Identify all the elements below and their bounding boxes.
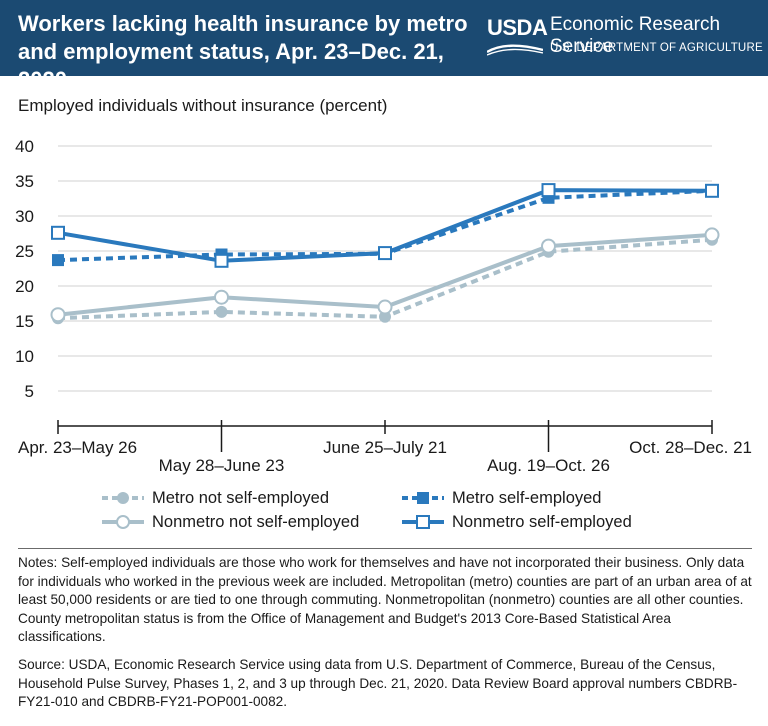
legend-label-nonmetro-not-self-employed: Nonmetro not self-employed — [152, 512, 360, 531]
series-1-point — [541, 238, 556, 254]
y-tick-label: 30 — [15, 207, 34, 226]
legend-label-nonmetro-self-employed: Nonmetro self-employed — [452, 512, 632, 531]
line-chart: 5 10 15 20 25 30 35 40 Apr. 23–May 26 May 28–June… — [15, 137, 752, 475]
chart-notes: Notes: Self-employed individuals are tho… — [18, 555, 752, 644]
usda-logo: USDA — [487, 15, 548, 40]
chart-title: Workers lacking health insurance by metr… — [18, 11, 468, 92]
series-1-point — [704, 227, 720, 243]
y-axis-label: Employed individuals without insurance (… — [18, 96, 388, 115]
x-tick-label: May 28–June 23 — [159, 456, 285, 475]
series-0-point — [215, 305, 228, 318]
series-1-point — [50, 307, 66, 323]
series-2-point — [52, 254, 64, 267]
legend-item-nonmetro-self-employed: Nonmetro self-employed — [400, 510, 632, 534]
legend-item-nonmetro-not-self-employed: Nonmetro not self-employed — [100, 510, 359, 534]
x-tick-label: June 25–July 21 — [323, 438, 447, 457]
legend-item-metro-not-self-employed: Metro not self-employed — [100, 486, 329, 510]
series-3-point — [214, 253, 229, 268]
x-tick-label: Aug. 19–Oct. 26 — [487, 456, 610, 475]
notes-divider — [18, 548, 752, 549]
chart-legend: Metro not self-employed Nonmetro not sel… — [0, 486, 768, 536]
department-name: U.S. DEPARTMENT OF AGRICULTURE — [550, 42, 763, 54]
x-tick-label: Oct. 28–Dec. 21 — [629, 438, 752, 457]
y-tick-label: 40 — [15, 137, 34, 156]
series-3-point — [705, 183, 719, 198]
legend-swatch-nonmetro-not-self-employed — [102, 515, 144, 529]
x-tick-label: Apr. 23–May 26 — [18, 438, 137, 457]
legend-swatch-metro-self-employed — [402, 492, 444, 504]
legend-swatch-metro-not-self-employed — [102, 492, 144, 504]
chart-source: Source: USDA, Economic Research Service … — [18, 657, 738, 709]
y-tick-label: 10 — [15, 347, 34, 366]
y-tick-label: 5 — [25, 382, 34, 401]
y-tick-label: 35 — [15, 172, 34, 191]
series-3-point — [51, 225, 65, 240]
legend-label-metro-self-employed: Metro self-employed — [452, 488, 602, 507]
agency-name: Economic Research Service — [550, 14, 721, 57]
series-1-point — [377, 299, 393, 315]
y-tick-label: 25 — [15, 242, 34, 261]
y-tick-label: 15 — [15, 312, 34, 331]
usda-swoosh-icon — [487, 44, 543, 56]
series-3-point — [378, 246, 392, 261]
series-1-point — [214, 289, 229, 305]
legend-swatch-nonmetro-self-employed — [402, 515, 444, 529]
y-tick-label: 20 — [15, 277, 34, 296]
series-3-point — [541, 183, 556, 198]
legend-item-metro-self-employed: Metro self-employed — [400, 486, 601, 510]
header-banner: Workers lacking health insurance by metr… — [0, 0, 768, 92]
legend-label-metro-not-self-employed: Metro not self-employed — [152, 488, 329, 507]
